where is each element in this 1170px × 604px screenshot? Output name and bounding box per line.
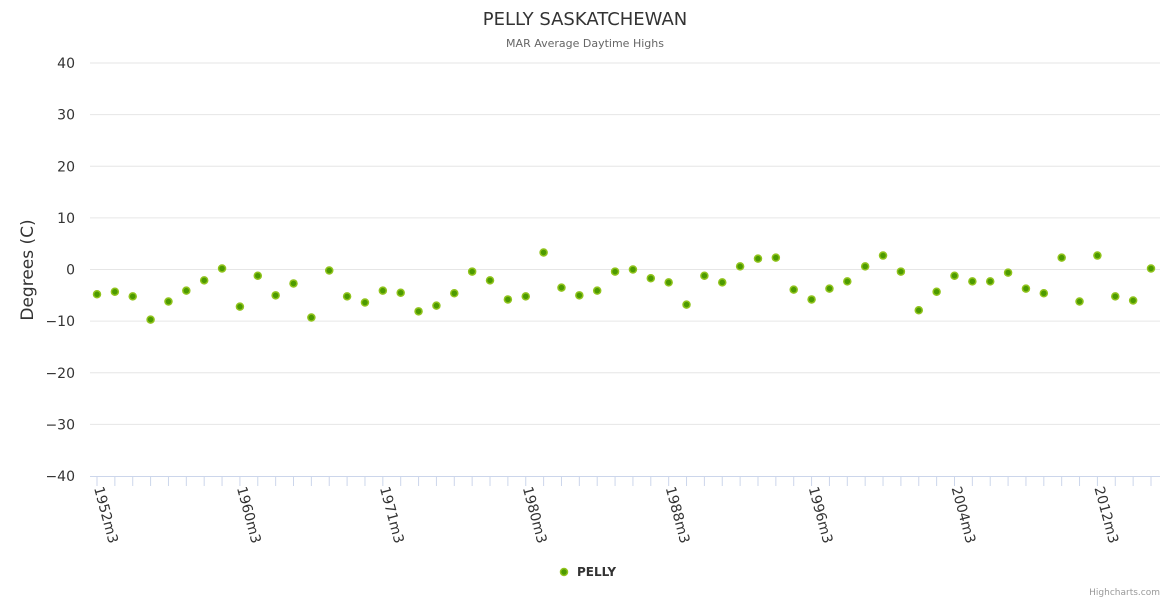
data-point[interactable] xyxy=(182,286,191,295)
y-axis-title: Degrees (C) xyxy=(18,219,38,320)
data-point[interactable] xyxy=(557,283,566,292)
legend-item-pelly[interactable]: PELLY xyxy=(559,565,617,579)
data-point[interactable] xyxy=(896,267,906,276)
data-point[interactable] xyxy=(378,286,388,295)
data-point[interactable] xyxy=(146,315,155,324)
y-tick-label: 30 xyxy=(57,108,75,124)
y-tick-label: −30 xyxy=(45,417,75,433)
y-axis-labels: 40 30 20 10 0 −10 −20 −30 −40 xyxy=(45,56,75,485)
data-point[interactable] xyxy=(682,300,691,309)
y-tick-label: 10 xyxy=(57,211,75,227)
y-tick-label: −10 xyxy=(45,314,75,330)
data-point[interactable] xyxy=(718,278,727,287)
data-point[interactable] xyxy=(1111,292,1120,301)
y-tick-label: −20 xyxy=(45,366,75,382)
data-point[interactable] xyxy=(217,264,227,273)
data-point[interactable] xyxy=(843,277,852,286)
data-point[interactable] xyxy=(396,288,405,297)
data-point[interactable] xyxy=(807,295,816,304)
data-point[interactable] xyxy=(968,277,977,286)
data-point[interactable] xyxy=(825,284,834,293)
data-point[interactable] xyxy=(1075,297,1084,306)
data-point[interactable] xyxy=(521,292,530,301)
legend-label: PELLY xyxy=(577,565,616,579)
x-axis: 1952m3 1960m3 1971m3 1980m3 1988m3 1996m3 2004… xyxy=(90,476,1160,545)
data-point[interactable] xyxy=(1021,284,1031,293)
data-point[interactable] xyxy=(610,267,620,276)
data-point[interactable] xyxy=(432,301,441,310)
data-point[interactable] xyxy=(592,286,602,295)
data-point[interactable] xyxy=(1093,251,1102,260)
data-point[interactable] xyxy=(414,307,423,316)
credits-link[interactable]: Highcharts.com xyxy=(1089,588,1160,598)
data-point[interactable] xyxy=(110,287,120,296)
data-point[interactable] xyxy=(628,265,638,274)
data-point[interactable] xyxy=(1128,296,1138,305)
data-point[interactable] xyxy=(92,290,102,299)
x-tick-label: 2004m3 xyxy=(948,485,979,545)
x-tick-label: 1996m3 xyxy=(805,485,836,545)
x-tick-label: 1988m3 xyxy=(662,485,693,545)
data-point[interactable] xyxy=(700,271,709,280)
data-point[interactable] xyxy=(1057,253,1066,262)
data-point[interactable] xyxy=(289,279,298,288)
data-point[interactable] xyxy=(664,278,673,287)
grid-lines xyxy=(90,62,1160,425)
data-point[interactable] xyxy=(342,292,352,301)
data-point[interactable] xyxy=(735,262,745,271)
y-tick-label: 0 xyxy=(66,263,75,279)
data-point[interactable] xyxy=(539,248,548,257)
data-point[interactable] xyxy=(271,291,280,300)
data-point[interactable] xyxy=(199,276,209,285)
data-point[interactable] xyxy=(932,287,941,296)
data-point[interactable] xyxy=(467,267,477,276)
x-tick-label: 2012m3 xyxy=(1091,485,1122,545)
data-point[interactable] xyxy=(1003,268,1013,277)
chart-subtitle: MAR Average Daytime Highs xyxy=(506,37,664,50)
data-point[interactable] xyxy=(324,266,334,275)
data-point[interactable] xyxy=(1039,288,1049,298)
data-point[interactable] xyxy=(950,271,959,280)
data-point[interactable] xyxy=(307,313,316,322)
legend-marker xyxy=(559,567,569,577)
y-tick-label: 40 xyxy=(57,56,75,72)
data-point[interactable] xyxy=(1146,264,1156,273)
data-point[interactable] xyxy=(164,297,173,306)
data-point[interactable] xyxy=(914,306,924,315)
data-point[interactable] xyxy=(575,291,584,300)
data-point[interactable] xyxy=(860,262,870,271)
data-point[interactable] xyxy=(985,277,995,286)
data-point[interactable] xyxy=(789,285,798,294)
data-point[interactable] xyxy=(771,253,781,262)
data-point[interactable] xyxy=(128,292,137,301)
data-point[interactable] xyxy=(253,271,263,280)
x-tick-label: 1952m3 xyxy=(90,485,121,545)
data-point[interactable] xyxy=(360,298,370,307)
x-tick-label: 1971m3 xyxy=(376,485,407,545)
data-point[interactable] xyxy=(646,274,656,283)
chart-title: PELLY SASKATCHEWAN xyxy=(483,9,688,30)
data-point[interactable] xyxy=(503,295,513,304)
data-point[interactable] xyxy=(485,276,495,285)
data-point[interactable] xyxy=(753,254,763,263)
data-point[interactable] xyxy=(235,302,245,311)
data-point[interactable] xyxy=(878,251,888,260)
series-pelly[interactable] xyxy=(92,248,1156,324)
y-tick-label: −40 xyxy=(45,469,75,485)
x-tick-label: 1960m3 xyxy=(233,485,264,545)
y-tick-label: 20 xyxy=(57,159,75,175)
x-tick-label: 1980m3 xyxy=(519,485,550,545)
data-point[interactable] xyxy=(450,288,459,298)
